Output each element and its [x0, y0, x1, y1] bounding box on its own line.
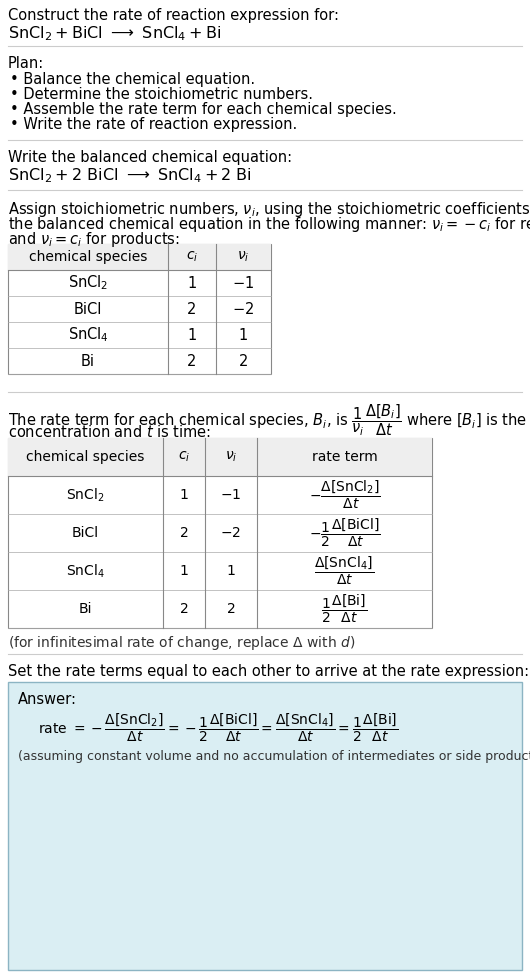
Text: $\mathrm{SnCl_2}$: $\mathrm{SnCl_2}$: [68, 273, 108, 293]
Text: $\nu_i$: $\nu_i$: [225, 450, 237, 465]
Text: 1: 1: [226, 564, 235, 578]
Text: concentration and $t$ is time:: concentration and $t$ is time:: [8, 424, 211, 440]
Text: $-\dfrac{\Delta[\mathrm{SnCl_2}]}{\Delta t}$: $-\dfrac{\Delta[\mathrm{SnCl_2}]}{\Delta…: [308, 479, 381, 511]
Text: and $\nu_i = c_i$ for products:: and $\nu_i = c_i$ for products:: [8, 230, 180, 249]
Text: 1: 1: [188, 275, 197, 291]
Bar: [8, 438, 432, 476]
Bar: [8, 438, 432, 628]
Text: $\mathrm{SnCl_2}$: $\mathrm{SnCl_2}$: [66, 486, 105, 504]
Text: 2: 2: [187, 353, 197, 369]
Text: $-\dfrac{1}{2}\dfrac{\Delta[\mathrm{BiCl}]}{\Delta t}$: $-\dfrac{1}{2}\dfrac{\Delta[\mathrm{BiCl…: [309, 517, 380, 549]
Text: Plan:: Plan:: [8, 56, 44, 71]
Text: Bi: Bi: [81, 353, 95, 369]
Text: Bi: Bi: [79, 602, 92, 616]
Text: 2: 2: [227, 602, 235, 616]
Text: Set the rate terms equal to each other to arrive at the rate expression:: Set the rate terms equal to each other t…: [8, 664, 529, 679]
Text: Assign stoichiometric numbers, $\nu_i$, using the stoichiometric coefficients, $: Assign stoichiometric numbers, $\nu_i$, …: [8, 200, 530, 219]
Text: Answer:: Answer:: [18, 692, 77, 707]
Text: 2: 2: [180, 602, 188, 616]
Text: $\mathrm{SnCl_2 + BiCl \ \longrightarrow \ SnCl_4 + Bi}$: $\mathrm{SnCl_2 + BiCl \ \longrightarrow…: [8, 24, 221, 43]
Text: $-2$: $-2$: [233, 301, 254, 317]
Text: $\nu_i$: $\nu_i$: [237, 250, 250, 264]
Text: 1: 1: [239, 328, 248, 343]
Text: The rate term for each chemical species, $B_i$, is $\dfrac{1}{\nu_i}\dfrac{\Delt: The rate term for each chemical species,…: [8, 402, 530, 437]
Text: • Assemble the rate term for each chemical species.: • Assemble the rate term for each chemic…: [10, 102, 397, 117]
Text: • Balance the chemical equation.: • Balance the chemical equation.: [10, 72, 255, 87]
Text: Construct the rate of reaction expression for:: Construct the rate of reaction expressio…: [8, 8, 339, 23]
Text: 2: 2: [239, 353, 248, 369]
Text: $-1$: $-1$: [220, 488, 242, 502]
Text: 2: 2: [180, 526, 188, 540]
Text: • Write the rate of reaction expression.: • Write the rate of reaction expression.: [10, 117, 297, 132]
Bar: [8, 244, 271, 374]
Text: 1: 1: [180, 564, 189, 578]
Text: (for infinitesimal rate of change, replace Δ with $d$): (for infinitesimal rate of change, repla…: [8, 634, 355, 652]
Text: $\dfrac{1}{2}\dfrac{\Delta[\mathrm{Bi}]}{\Delta t}$: $\dfrac{1}{2}\dfrac{\Delta[\mathrm{Bi}]}…: [321, 592, 368, 626]
Text: $\mathrm{SnCl_4}$: $\mathrm{SnCl_4}$: [67, 326, 109, 345]
Text: 1: 1: [188, 328, 197, 343]
Text: $-1$: $-1$: [233, 275, 254, 291]
Text: rate $= -\dfrac{\Delta[\mathrm{SnCl_2}]}{\Delta t} = -\dfrac{1}{2}\dfrac{\Delta[: rate $= -\dfrac{\Delta[\mathrm{SnCl_2}]}…: [38, 712, 399, 744]
Text: $c_i$: $c_i$: [186, 250, 198, 264]
Text: $\mathrm{SnCl_2 + 2\ BiCl \ \longrightarrow \ SnCl_4 + 2\ Bi}$: $\mathrm{SnCl_2 + 2\ BiCl \ \longrightar…: [8, 166, 252, 184]
Text: $-2$: $-2$: [220, 526, 242, 540]
Text: $\mathrm{SnCl_4}$: $\mathrm{SnCl_4}$: [66, 562, 105, 580]
Text: $c_i$: $c_i$: [178, 450, 190, 465]
Text: chemical species: chemical species: [29, 250, 147, 264]
Bar: [8, 682, 522, 970]
Text: (assuming constant volume and no accumulation of intermediates or side products): (assuming constant volume and no accumul…: [18, 750, 530, 763]
Text: BiCl: BiCl: [74, 302, 102, 316]
Text: the balanced chemical equation in the following manner: $\nu_i = -c_i$ for react: the balanced chemical equation in the fo…: [8, 215, 530, 234]
Text: rate term: rate term: [312, 450, 377, 464]
Text: • Determine the stoichiometric numbers.: • Determine the stoichiometric numbers.: [10, 87, 313, 102]
Text: BiCl: BiCl: [72, 526, 99, 540]
Text: 1: 1: [180, 488, 189, 502]
Text: 2: 2: [187, 302, 197, 316]
Bar: [8, 244, 271, 270]
Text: $\dfrac{\Delta[\mathrm{SnCl_4}]}{\Delta t}$: $\dfrac{\Delta[\mathrm{SnCl_4}]}{\Delta …: [314, 554, 375, 588]
Text: Write the balanced chemical equation:: Write the balanced chemical equation:: [8, 150, 292, 165]
Text: chemical species: chemical species: [26, 450, 145, 464]
